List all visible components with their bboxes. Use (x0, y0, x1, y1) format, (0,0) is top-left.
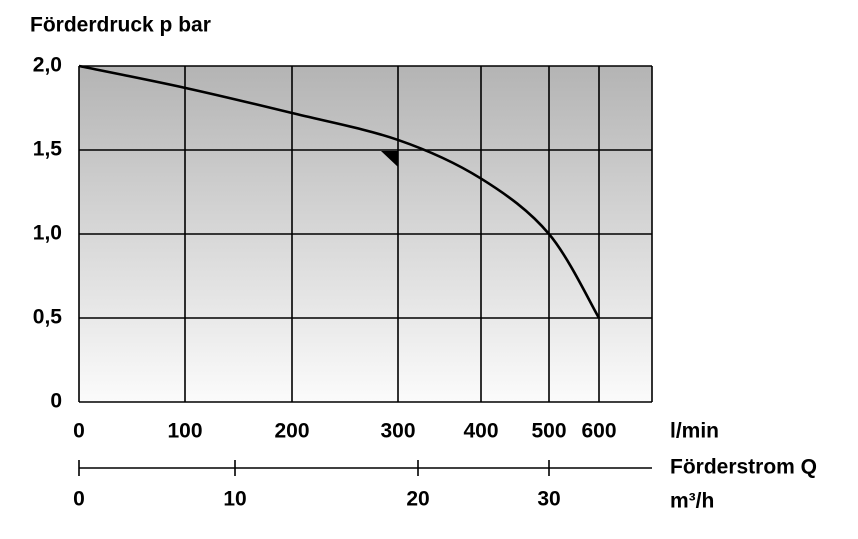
x2-tick-label: 10 (223, 488, 246, 511)
marker-triangle (381, 151, 398, 167)
x-tick-label: 600 (581, 420, 616, 443)
x-tick-label: 300 (380, 420, 415, 443)
y-tick-label: 1,0 (33, 222, 62, 245)
y-tick-label: 2,0 (33, 54, 62, 77)
y-axis-label: Förderdruck p bar (30, 14, 211, 37)
x-axis-label: l/min (670, 420, 719, 443)
x2-tick-label: 20 (406, 488, 429, 511)
y-tick-label: 1,5 (33, 138, 63, 161)
x-tick-label: 400 (463, 420, 498, 443)
x-tick-label: 500 (531, 420, 566, 443)
y-tick-label: 0,5 (33, 306, 63, 329)
x2-tick-label: 0 (73, 488, 85, 511)
x2-tick-label: 30 (537, 488, 560, 511)
y-tick-label: 0 (50, 390, 62, 413)
curve (78, 64, 601, 319)
x-tick-label: 100 (167, 420, 202, 443)
x2-axis-label: m³/h (670, 490, 714, 513)
x-tick-label: 0 (73, 420, 85, 443)
x-tick-label: 200 (274, 420, 309, 443)
x2-axis-title: Förderstrom Q (670, 456, 817, 479)
